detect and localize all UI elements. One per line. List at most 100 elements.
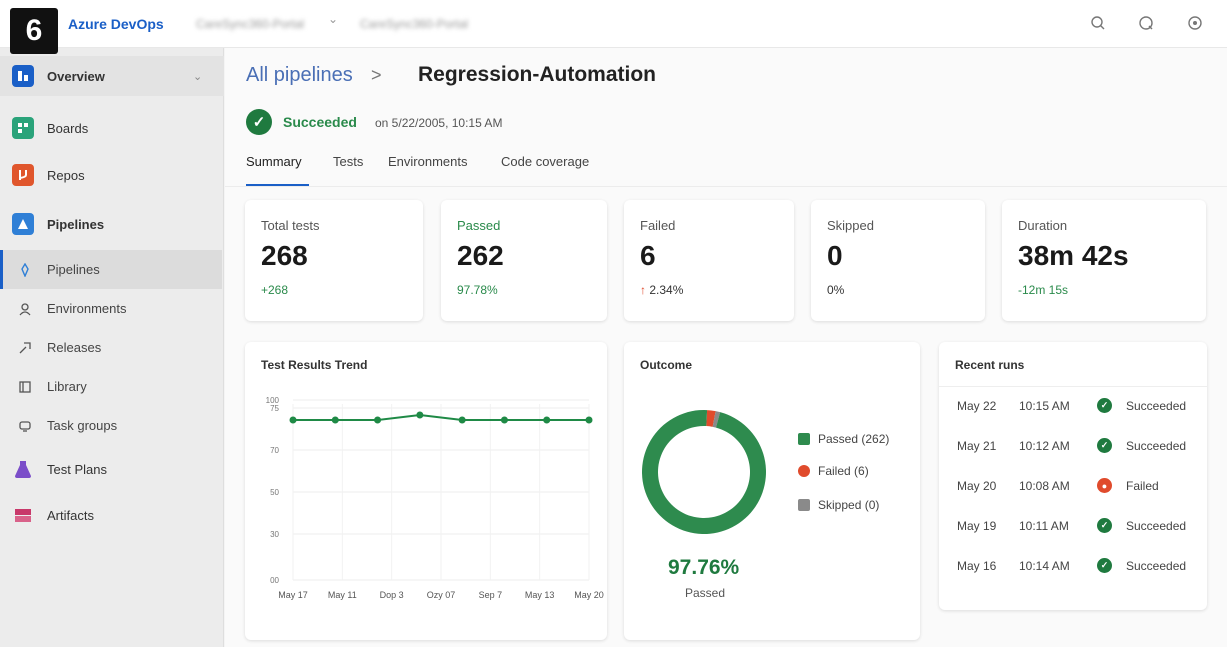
donut-slice[interactable] (642, 410, 766, 534)
sidebar-subitem-library[interactable]: Library (0, 367, 222, 406)
sidebar-item-pipelines[interactable]: Pipelines (0, 204, 224, 244)
stat-value: 6 (640, 240, 656, 271)
sidebar-item-label: Pipelines (47, 216, 105, 232)
success-check-icon: ✓ (1097, 518, 1112, 533)
sidebar-item-artifacts[interactable]: Artifacts (0, 495, 224, 535)
run-row[interactable]: May 20 10:08 AM ● Failed (939, 466, 1207, 506)
tab-code-coverage[interactable]: Code coverage (501, 154, 590, 169)
top-bar: 6 Azure DevOps CareSync360-Portal ⌄ Care… (0, 0, 1227, 54)
repos-icon (12, 164, 34, 186)
breadcrumb-all-pipelines[interactable]: All pipelines (246, 64, 353, 86)
test-plans-icon (12, 458, 34, 480)
trend-point[interactable] (289, 416, 297, 424)
donut-slice[interactable] (712, 411, 721, 428)
stat-label: Skipped (827, 218, 874, 233)
run-status: Succeeded (1126, 399, 1187, 413)
trend-point[interactable] (416, 411, 424, 419)
run-status: Succeeded (1126, 439, 1187, 453)
sidebar-item-repos[interactable]: Repos (0, 155, 224, 195)
sidebar-subitem-task-groups[interactable]: Task groups (0, 406, 222, 445)
releases-icon (17, 340, 33, 356)
run-time: 10:15 AM (1019, 399, 1070, 413)
donut-slice[interactable] (706, 410, 716, 427)
task-groups-icon (17, 418, 33, 434)
stat-value: 0 (827, 240, 843, 271)
run-row[interactable]: May 16 10:14 AM ✓ Succeeded (939, 546, 1207, 586)
run-date: May 20 (957, 479, 997, 493)
outcome-donut-chart (642, 410, 766, 534)
active-tab-indicator (246, 184, 309, 186)
run-status: Failed (1126, 479, 1159, 493)
success-check-icon: ✓ (1097, 398, 1112, 413)
settings-icon[interactable] (1186, 14, 1204, 32)
sidebar-subitem-environments[interactable]: Environments (0, 289, 222, 328)
run-date: May 19 (957, 519, 997, 533)
y-tick-label: 75 (270, 404, 279, 413)
x-tick-label: May 20 (574, 590, 604, 600)
sidebar-subitem-pipelines[interactable]: Pipelines (0, 250, 222, 289)
y-tick-label: 30 (270, 530, 279, 539)
success-check-icon: ✓ (1097, 438, 1112, 453)
legend-label: Passed (262) (818, 432, 890, 446)
outcome-percent-label: Passed (685, 586, 726, 600)
sidebar-item-boards[interactable]: Boards (0, 108, 224, 148)
run-row[interactable]: May 22 10:15 AM ✓ Succeeded (939, 386, 1207, 426)
sidebar-subitem-releases[interactable]: Releases (0, 328, 222, 367)
org-selector[interactable]: CareSync360-Portal (196, 17, 305, 31)
run-time: 10:12 AM (1019, 439, 1070, 453)
x-tick-label: Sep 7 (479, 590, 503, 600)
trend-point[interactable] (331, 416, 339, 424)
sidebar-item-label: Overview (47, 68, 105, 84)
chevron-down-icon[interactable]: ⌄ (328, 12, 339, 26)
sidebar-item-test-plans[interactable]: Test Plans (0, 449, 224, 489)
chevron-down-icon[interactable]: ⌄ (193, 70, 203, 83)
x-tick-label: May 17 (278, 590, 308, 600)
y-tick-label: 70 (270, 446, 279, 455)
stat-value: 262 (457, 240, 504, 271)
divider (939, 386, 1207, 387)
project-selector[interactable]: CareSync360-Portal (360, 17, 469, 31)
trend-point[interactable] (585, 416, 593, 424)
stat-card-failed: Failed 6 ↑ 2.34% (624, 200, 794, 321)
trend-point[interactable] (500, 416, 508, 424)
trend-point[interactable] (458, 416, 466, 424)
y-tick-label: 100 (266, 396, 280, 405)
tab-summary[interactable]: Summary (246, 154, 302, 169)
outcome-panel: Outcome 97.76% Passed Passed (262) Faile… (624, 342, 920, 640)
left-sidebar: Overview ⌄ Boards Repos Pipelines Pipeli… (0, 48, 224, 647)
run-date: May 16 (957, 559, 997, 573)
divider (225, 186, 1227, 187)
stat-label: Duration (1018, 218, 1068, 233)
sidebar-item-overview[interactable]: Overview ⌄ (0, 56, 224, 96)
run-timestamp: on 5/22/2005, 10:15 AM (375, 116, 503, 130)
stat-card-passed: Passed 262 97.78% (441, 200, 607, 321)
tab-tests[interactable]: Tests (333, 154, 364, 169)
trend-line (293, 413, 589, 421)
run-row[interactable]: May 19 10:11 AM ✓ Succeeded (939, 506, 1207, 546)
run-time: 10:08 AM (1019, 479, 1070, 493)
x-tick-label: May 13 (525, 590, 555, 600)
brand-link[interactable]: Azure DevOps (68, 16, 164, 32)
tab-environments[interactable]: Environments (388, 154, 468, 169)
step-number-badge: 6 (10, 8, 58, 54)
stat-card-total-tests: Total tests 268 +268 (245, 200, 423, 321)
artifacts-icon (12, 504, 34, 526)
stat-delta: +268 (261, 283, 289, 297)
legend-label: Failed (6) (818, 464, 869, 478)
stat-value: 38m 42s (1018, 240, 1129, 271)
test-results-trend-panel: Test Results Trend 00 30 50 70 75 100 May 17 Ma… (245, 342, 607, 640)
y-tick-label: 00 (270, 576, 279, 585)
search-icon[interactable] (1089, 14, 1107, 32)
trend-point[interactable] (543, 416, 551, 424)
run-row[interactable]: May 21 10:12 AM ✓ Succeeded (939, 426, 1207, 466)
stat-delta: 0% (827, 283, 845, 297)
trend-point[interactable] (374, 416, 382, 424)
sidebar-item-label: Test Plans (47, 461, 107, 477)
stat-delta-value: 2.34% (649, 283, 684, 297)
sidebar-item-label: Repos (47, 167, 85, 183)
x-tick-label: May 11 (328, 590, 357, 600)
help-icon[interactable] (1137, 14, 1155, 32)
stat-card-duration: Duration 38m 42s -12m 15s (1002, 200, 1206, 321)
library-icon (17, 379, 33, 395)
